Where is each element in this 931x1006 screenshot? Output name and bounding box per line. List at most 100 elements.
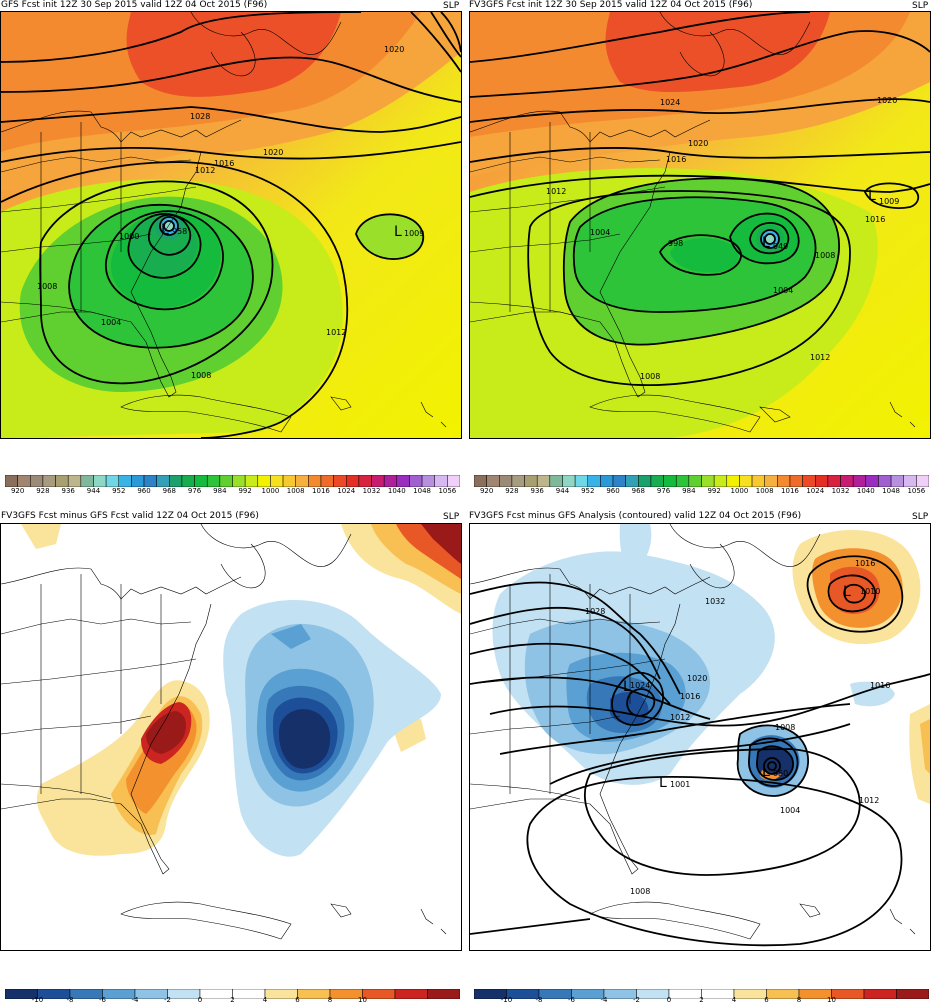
contour-label: 1012 (326, 328, 346, 337)
colorbar-swatch (612, 474, 626, 488)
colorbar-swatch (346, 474, 360, 488)
colorbar-tick-label: 8 (796, 996, 802, 1004)
low-pressure-value: 1001 (670, 780, 690, 789)
colorbar-swatch (143, 474, 157, 488)
colorbar-tick-label: 960 (137, 487, 151, 495)
colorbar-tick-label: 928 (36, 487, 50, 495)
contour-label: 1016 (855, 559, 875, 568)
contour-label: 1024 (630, 681, 650, 690)
slp-colorbar-right-labels: 920 928 936 944 952 960 968 976 984 992 1000 1008 10… (474, 487, 929, 497)
colorbar-swatch (524, 474, 538, 488)
colorbar-tick-label: 920 (10, 487, 25, 495)
colorbar-swatch (270, 474, 284, 488)
low-pressure-marker: L (762, 764, 770, 780)
colorbar-swatch (4, 474, 18, 488)
colorbar-swatch (511, 474, 525, 488)
colorbar-tick-label: 984 (213, 487, 227, 495)
colorbar-swatch (93, 474, 107, 488)
colorbar-swatch (421, 474, 435, 488)
colorbar-swatch (739, 474, 753, 488)
contour-label: 1012 (670, 713, 690, 722)
panel-title-top-left: GFS Fcst init 12Z 30 Sep 2015 valid 12Z … (1, 0, 268, 10)
colorbar-swatch (156, 474, 170, 488)
contour-label: 1004 (773, 286, 793, 295)
panel-variable-top-left: SLP (443, 1, 460, 11)
contour-label: 1020 (877, 96, 897, 105)
slp-colorbar-left-labels: 920 928 936 944 952 960 968 976 984 992 1000 1008 10… (5, 487, 460, 497)
contour-label: 1008 (191, 371, 211, 380)
contour-label: 1008 (630, 887, 650, 896)
contour-label: 1004 (780, 806, 800, 815)
colorbar-swatch (789, 474, 803, 488)
colorbar-tick-label: 0 (666, 996, 672, 1004)
colorbar-tick-label: 984 (682, 487, 696, 495)
panel-title-top-right: FV3GFS Fcst init 12Z 30 Sep 2015 valid 1… (469, 0, 753, 10)
contour-label: 1008 (640, 372, 660, 381)
low-pressure-marker: L (843, 584, 851, 600)
low-pressure-value: 1009 (404, 229, 424, 238)
colorbar-swatch (169, 474, 183, 488)
contour-label: 1016 (666, 155, 686, 164)
colorbar-swatch (308, 474, 322, 488)
colorbar-tick-label: -4 (600, 996, 608, 1004)
colorbar-tick-label: 920 (479, 487, 494, 495)
contour-label: 1010 (860, 587, 880, 596)
colorbar-swatch (358, 474, 372, 488)
colorbar-swatch (764, 474, 778, 488)
colorbar-tick-label: 952 (112, 487, 126, 495)
colorbar-tick-label: -8 (535, 996, 543, 1004)
contour-label: 1028 (585, 607, 605, 616)
colorbar-tick-label: 936 (530, 487, 544, 495)
colorbar-swatch (878, 474, 892, 488)
contour-label: 1016 (865, 215, 885, 224)
panel-title-bottom-left: FV3GFS Fcst minus GFS Fcst valid 12Z 04 … (1, 511, 259, 521)
colorbar-tick-label: 4 (731, 996, 737, 1004)
colorbar-tick-label: 968 (162, 487, 176, 495)
colorbar-tick-label: 1040 (856, 487, 875, 495)
colorbar-swatch (802, 474, 816, 488)
low-pressure-marker: L (659, 775, 667, 791)
colorbar-swatch (916, 474, 930, 488)
colorbar-tick-label: 1056 (907, 487, 926, 495)
colorbar-swatch (396, 474, 410, 488)
map-gfs-forecast-slp: 1020 1028 1020 1016 1012 1000 1008 1004 … (0, 11, 462, 439)
colorbar-tick-label: 968 (631, 487, 645, 495)
contour-label: 1008 (815, 251, 835, 260)
contour-label: 1004 (101, 318, 121, 327)
low-pressure-marker: L (161, 222, 169, 238)
colorbar-tick-label: 10 (827, 996, 836, 1004)
colorbar-swatch (434, 474, 448, 488)
colorbar-swatch (840, 474, 854, 488)
colorbar-tick-label: 976 (187, 487, 202, 495)
colorbar-tick-label: -2 (633, 996, 640, 1004)
colorbar-swatch (675, 474, 690, 488)
colorbar-swatch (131, 474, 145, 488)
diff-colorbar-right-labels: -10 -8 -6 -4 -2 0 2 4 6 8 10 (474, 996, 929, 1006)
colorbar-tick-label: 1040 (387, 487, 406, 495)
colorbar-swatch (650, 474, 664, 488)
colorbar-tick-label: 8 (327, 996, 333, 1004)
diff-colorbar-left-labels: -10 -8 -6 -4 -2 0 2 4 6 8 10 (5, 996, 460, 1006)
colorbar-tick-label: -10 (500, 996, 513, 1004)
low-pressure-value: 958 (172, 227, 187, 236)
colorbar-swatch (80, 474, 94, 488)
colorbar-tick-label: 1008 (755, 487, 774, 495)
low-pressure-marker: L (762, 235, 770, 251)
colorbar-tick-label: 928 (505, 487, 519, 495)
colorbar-swatch (55, 474, 69, 488)
colorbar-tick-label: 1000 (730, 487, 749, 495)
colorbar-swatch (219, 474, 233, 488)
colorbar-swatch (701, 474, 715, 488)
contour-label: 1020 (384, 45, 404, 54)
colorbar-swatch (549, 474, 563, 488)
colorbar-swatch (713, 474, 728, 488)
low-pressure-value: 949 (773, 242, 788, 251)
low-pressure-value: 950 (773, 769, 788, 778)
colorbar-swatch (118, 474, 132, 488)
colorbar-tick-label: 6 (764, 996, 769, 1004)
colorbar-swatch (257, 474, 271, 488)
colorbar-tick-label: 1048 (882, 487, 900, 495)
contour-label: 1000 (119, 232, 139, 241)
colorbar-swatch (499, 474, 513, 488)
colorbar-tick-label: 960 (606, 487, 620, 495)
